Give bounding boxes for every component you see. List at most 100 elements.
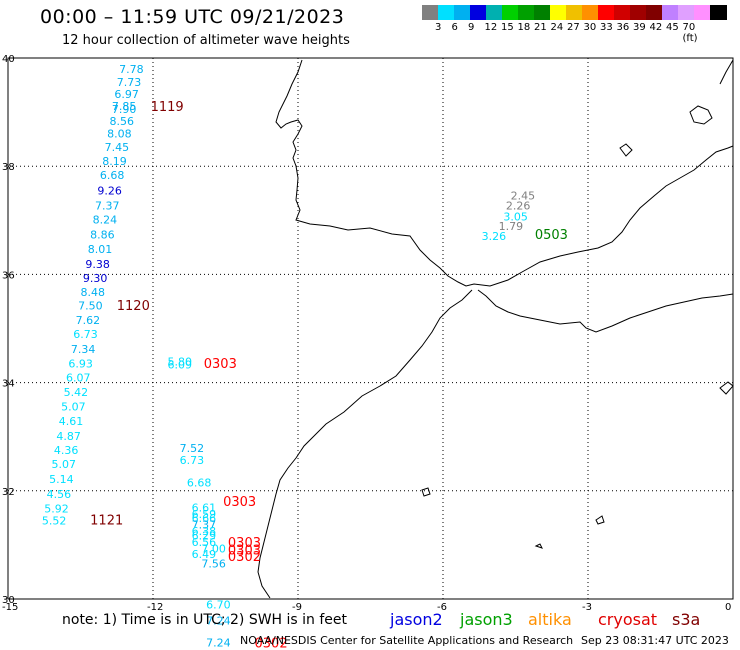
wave-height-value: 9.26	[97, 184, 122, 197]
wave-height-value: 7.37	[95, 199, 120, 212]
wave-height-value: 2.45	[511, 190, 535, 203]
small-island	[534, 543, 543, 549]
pass-time-label: 1121	[90, 513, 123, 528]
wave-height-value: 7.50	[78, 300, 103, 313]
longitude-tick-label: -9	[292, 602, 302, 613]
legend-tick-label: 33	[600, 22, 613, 33]
wave-height-value: 8.48	[81, 286, 106, 299]
wave-height-value: 6.97	[114, 88, 139, 101]
mallorca-island	[689, 105, 713, 125]
wave-height-value: 6.70	[206, 599, 231, 612]
latitude-tick-label: 38	[2, 162, 15, 173]
latitude-tick-label: 30	[2, 595, 15, 606]
wave-height-value: 5.80	[168, 355, 193, 368]
pass-time-label: 0303	[223, 495, 256, 510]
legend-swatch	[678, 5, 695, 20]
wave-height-value: 7.90	[112, 103, 136, 116]
wave-height-value: 7.00	[201, 542, 226, 555]
legend-swatch	[534, 5, 551, 20]
wave-height-value: 5.92	[44, 502, 69, 515]
map-subtitle: 12 hour collection of altimeter wave hei…	[62, 33, 350, 48]
wave-height-value: 7.85	[112, 100, 136, 113]
wave-height-value: 6.68	[187, 476, 212, 489]
latitude-tick-label: 34	[2, 379, 15, 390]
legend-tick-label: 6	[451, 22, 458, 33]
wave-height-value: 8.56	[110, 115, 135, 128]
wave-height-value: 5.14	[49, 473, 73, 486]
legend-tick-label: 3	[435, 22, 442, 33]
wave-height-value: 5.42	[64, 386, 88, 399]
wave-height-value: 6.73	[180, 454, 205, 467]
legend-tick-label: 39	[633, 22, 646, 33]
legend-swatch	[486, 5, 503, 20]
legend-tick-label: 30	[583, 22, 597, 33]
generation-timestamp: Sep 23 08:31:47 UTC 2023	[581, 634, 729, 647]
iberia-coastline	[275, 59, 734, 287]
legend-tick-label: 27	[567, 22, 580, 33]
wave-height-observations: 7.787.736.977.857.908.568.087.458.196.68…	[42, 63, 535, 650]
pass-time-label: 0303	[228, 544, 261, 559]
longitude-tick-label: -3	[582, 602, 592, 613]
pass-time-label: 0302	[228, 550, 261, 565]
wave-height-value: 5.07	[61, 401, 86, 414]
credit-line: NOAA/NESDIS Center for Satellite Applica…	[240, 634, 574, 647]
wave-height-value: 5.52	[42, 514, 66, 527]
wave-height-value: 9.30	[83, 272, 108, 285]
pass-time-label: 1119	[151, 100, 184, 115]
legend-swatch	[598, 5, 615, 20]
satellite-name: jason2	[390, 610, 443, 629]
latitude-tick-label: 40	[2, 54, 15, 65]
wave-height-value: 8.19	[102, 155, 127, 168]
wave-height-value: 7.73	[117, 76, 142, 89]
wave-height-value: 5.07	[52, 458, 77, 471]
wave-height-value: 4.87	[56, 430, 80, 443]
wave-height-value: 3.26	[482, 230, 507, 243]
wave-height-value: 8.24	[93, 214, 118, 227]
wave-height-value: 6.68	[100, 169, 125, 182]
wave-height-value: 1.79	[499, 220, 524, 233]
legend-swatch	[646, 5, 663, 20]
wave-height-value: 6.73	[73, 328, 98, 341]
wave-height-value: 2.26	[506, 199, 531, 212]
wave-height-value: 3.05	[503, 210, 527, 223]
wave-height-value: 8.08	[107, 128, 132, 141]
legend-swatch	[630, 5, 647, 20]
legend-swatch	[710, 5, 727, 20]
pass-time-label: 0303	[204, 357, 237, 372]
legend-swatch	[470, 5, 487, 20]
legend-swatch	[438, 5, 455, 20]
coastline	[257, 59, 734, 599]
legend-swatch	[694, 5, 711, 20]
wave-height-value: 7.56	[201, 558, 226, 571]
legend-tick-label: 15	[501, 22, 514, 33]
wave-height-value: 6.07	[66, 372, 91, 385]
legend-tick-label: 12	[484, 22, 498, 33]
wave-height-value: 7.37	[192, 519, 217, 532]
wave-height-value: 6.56	[192, 536, 217, 549]
satellite-name: jason3	[460, 610, 513, 629]
ibiza-island	[619, 143, 633, 157]
morocco-atlantic-coastline	[257, 289, 473, 599]
pass-time-label: 0303	[228, 536, 261, 551]
wave-height-value: 7.24	[206, 637, 231, 650]
legend-tick-label: 36	[616, 22, 630, 33]
latitude-tick-label: 36	[2, 270, 15, 281]
legend-swatch	[614, 5, 631, 20]
footnote: note: 1) Time is in UTC; 2) SWH is in fe…	[62, 612, 348, 628]
wave-height-value: 6.09	[168, 359, 193, 372]
wave-height-value: 6.66	[192, 512, 217, 525]
wave-height-value: 8.86	[90, 229, 115, 242]
longitude-tick-label: -12	[147, 602, 163, 613]
legend-swatch	[582, 5, 599, 20]
wave-height-value: 7.45	[105, 141, 129, 154]
legend-tick-label: 21	[534, 22, 547, 33]
legend-tick-label: 18	[517, 22, 531, 33]
lat-lon-grid: 40 38 36 34 32 30-15 -12 -9 -6 -3 0	[2, 54, 733, 613]
wave-height-value: 9.38	[85, 258, 110, 271]
wave-height-value: 4.61	[59, 415, 84, 428]
small-island	[421, 487, 431, 497]
small-island	[719, 381, 734, 395]
legend-tick-label: 24	[550, 22, 564, 33]
legend-tick-label: 42	[649, 22, 663, 33]
legend-tick-label: 70 (ft)	[682, 22, 698, 44]
